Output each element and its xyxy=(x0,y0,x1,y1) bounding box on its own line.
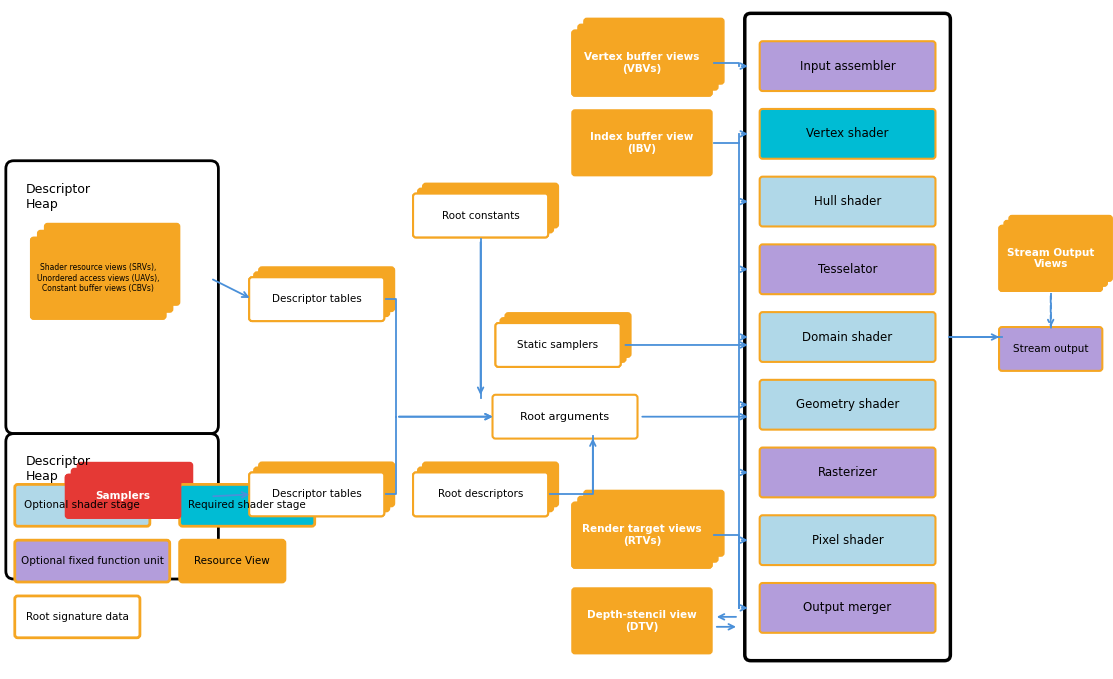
FancyBboxPatch shape xyxy=(760,380,935,430)
FancyBboxPatch shape xyxy=(77,462,193,507)
Text: Vertex shader: Vertex shader xyxy=(806,128,889,141)
Text: Resource View: Resource View xyxy=(195,556,270,566)
FancyBboxPatch shape xyxy=(423,183,558,227)
Text: Descriptor tables: Descriptor tables xyxy=(272,294,362,304)
FancyBboxPatch shape xyxy=(760,177,935,227)
Text: Geometry shader: Geometry shader xyxy=(796,398,899,411)
Text: Stream Output
Views: Stream Output Views xyxy=(1007,248,1094,269)
FancyBboxPatch shape xyxy=(6,161,218,434)
FancyBboxPatch shape xyxy=(418,467,553,511)
FancyBboxPatch shape xyxy=(584,490,723,556)
Text: Root descriptors: Root descriptors xyxy=(437,490,523,499)
Text: Stream output: Stream output xyxy=(1013,344,1089,354)
FancyBboxPatch shape xyxy=(572,502,712,568)
FancyBboxPatch shape xyxy=(760,312,935,362)
FancyBboxPatch shape xyxy=(999,327,1102,371)
FancyBboxPatch shape xyxy=(495,323,621,367)
FancyBboxPatch shape xyxy=(1004,221,1107,287)
FancyBboxPatch shape xyxy=(584,18,723,84)
FancyBboxPatch shape xyxy=(14,484,150,526)
Text: Static samplers: Static samplers xyxy=(518,340,599,350)
Text: Render target views
(RTVs): Render target views (RTVs) xyxy=(582,524,702,546)
Text: Root constants: Root constants xyxy=(442,210,520,221)
FancyBboxPatch shape xyxy=(572,31,712,96)
FancyBboxPatch shape xyxy=(493,394,638,439)
FancyBboxPatch shape xyxy=(249,277,384,321)
FancyBboxPatch shape xyxy=(572,588,712,654)
FancyBboxPatch shape xyxy=(249,473,384,516)
FancyBboxPatch shape xyxy=(760,244,935,294)
FancyBboxPatch shape xyxy=(6,434,218,579)
FancyBboxPatch shape xyxy=(578,24,718,90)
FancyBboxPatch shape xyxy=(572,502,712,568)
FancyBboxPatch shape xyxy=(31,238,166,319)
FancyBboxPatch shape xyxy=(572,31,712,96)
FancyBboxPatch shape xyxy=(179,484,315,526)
Text: Output merger: Output merger xyxy=(804,602,892,614)
FancyBboxPatch shape xyxy=(418,189,553,232)
FancyBboxPatch shape xyxy=(760,515,935,565)
FancyBboxPatch shape xyxy=(413,194,548,238)
Text: Descriptor
Heap: Descriptor Heap xyxy=(26,183,90,210)
FancyBboxPatch shape xyxy=(745,14,951,661)
FancyBboxPatch shape xyxy=(259,462,394,507)
Text: Domain shader: Domain shader xyxy=(802,331,893,344)
Text: Pixel shader: Pixel shader xyxy=(811,534,884,547)
Text: Hull shader: Hull shader xyxy=(814,195,881,208)
FancyBboxPatch shape xyxy=(259,268,394,311)
FancyBboxPatch shape xyxy=(760,447,935,497)
FancyBboxPatch shape xyxy=(999,225,1102,291)
FancyBboxPatch shape xyxy=(423,462,558,507)
FancyBboxPatch shape xyxy=(14,540,169,582)
FancyBboxPatch shape xyxy=(413,473,548,516)
Text: Input assembler: Input assembler xyxy=(800,60,896,73)
FancyBboxPatch shape xyxy=(999,225,1102,291)
Text: Descriptor tables: Descriptor tables xyxy=(272,490,362,499)
FancyBboxPatch shape xyxy=(254,272,390,316)
Text: Optional fixed function unit: Optional fixed function unit xyxy=(21,556,164,566)
Text: Root arguments: Root arguments xyxy=(521,411,610,422)
Text: Depth-stencil view
(DTV): Depth-stencil view (DTV) xyxy=(588,610,697,631)
FancyBboxPatch shape xyxy=(66,475,180,518)
FancyBboxPatch shape xyxy=(501,318,626,362)
FancyBboxPatch shape xyxy=(66,475,180,518)
FancyBboxPatch shape xyxy=(71,469,187,512)
FancyBboxPatch shape xyxy=(249,277,384,321)
FancyBboxPatch shape xyxy=(38,230,173,312)
FancyBboxPatch shape xyxy=(1009,215,1112,281)
FancyBboxPatch shape xyxy=(578,496,718,562)
FancyBboxPatch shape xyxy=(760,583,935,633)
FancyBboxPatch shape xyxy=(45,223,179,305)
Text: Index buffer view
(IBV): Index buffer view (IBV) xyxy=(590,132,693,153)
FancyBboxPatch shape xyxy=(249,473,384,516)
Text: Root signature data: Root signature data xyxy=(26,612,129,622)
Text: Optional shader stage: Optional shader stage xyxy=(24,500,140,511)
Text: Required shader stage: Required shader stage xyxy=(188,500,306,511)
Text: Descriptor
Heap: Descriptor Heap xyxy=(26,456,90,483)
FancyBboxPatch shape xyxy=(760,41,935,91)
Text: Rasterizer: Rasterizer xyxy=(818,466,878,479)
FancyBboxPatch shape xyxy=(572,110,712,176)
FancyBboxPatch shape xyxy=(760,109,935,159)
Text: Shader resource views (SRVs),
Unordered access views (UAVs),
Constant buffer vie: Shader resource views (SRVs), Unordered … xyxy=(37,263,159,293)
FancyBboxPatch shape xyxy=(14,596,140,638)
FancyBboxPatch shape xyxy=(413,194,548,238)
FancyBboxPatch shape xyxy=(254,467,390,511)
FancyBboxPatch shape xyxy=(31,238,166,319)
Text: Vertex buffer views
(VBVs): Vertex buffer views (VBVs) xyxy=(584,52,700,74)
FancyBboxPatch shape xyxy=(495,323,621,367)
Text: Tesselator: Tesselator xyxy=(818,263,877,276)
FancyBboxPatch shape xyxy=(413,473,548,516)
Text: Samplers: Samplers xyxy=(96,492,150,501)
FancyBboxPatch shape xyxy=(505,313,631,357)
FancyBboxPatch shape xyxy=(179,540,285,582)
